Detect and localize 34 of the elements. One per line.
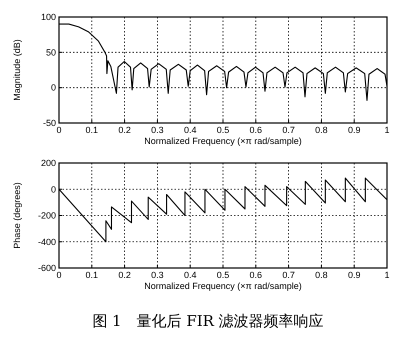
x-tick-label: 0.2 [118,270,131,280]
x-tick-label: 0.4 [184,270,196,280]
y-tick-label: 0 [50,82,56,93]
x-tick-label: 0.1 [86,125,98,135]
x-axis-title: Normalized Frequency (×π rad/sample) [144,136,302,146]
x-tick-label: 1 [384,125,390,135]
x-tick-label: 1 [384,270,390,280]
x-tick-label: 0.8 [315,125,328,135]
x-tick-label: 0.9 [348,270,360,280]
y-tick-label: 100 [40,12,56,22]
x-tick-label: 0.5 [216,270,230,280]
y-tick-label: -600 [38,263,56,273]
x-tick-label: 0.3 [151,125,164,135]
x-tick-label: 0.4 [184,125,196,135]
x-tick-label: 0.5 [216,125,230,135]
x-tick-label: 0.7 [282,125,295,135]
x-axis-title: Normalized Frequency (×π rad/sample) [144,281,302,291]
x-tick-label: 0.7 [282,270,295,280]
x-tick-label: 0.8 [315,270,328,280]
y-tick-label: 0 [50,184,56,194]
y-tick-label: -200 [38,210,56,220]
y-tick-label: -400 [38,236,56,247]
x-tick-label: 0.2 [118,125,131,135]
y-axis-title: Magnitude (dB) [12,39,22,101]
x-tick-label: 0.1 [86,270,98,280]
x-tick-label: 0.9 [348,125,360,135]
y-tick-label: -50 [42,118,56,128]
x-tick-label: 0.6 [250,270,262,280]
y-tick-label: 50 [46,47,56,58]
x-tick-label: 0.3 [151,270,164,280]
y-axis-title: Phase (degrees) [12,182,22,249]
caption: 图 1 量化后 FIR 滤波器频率响应 [92,312,324,330]
x-tick-label: 0.6 [250,125,262,135]
y-tick-label: 200 [40,158,56,168]
